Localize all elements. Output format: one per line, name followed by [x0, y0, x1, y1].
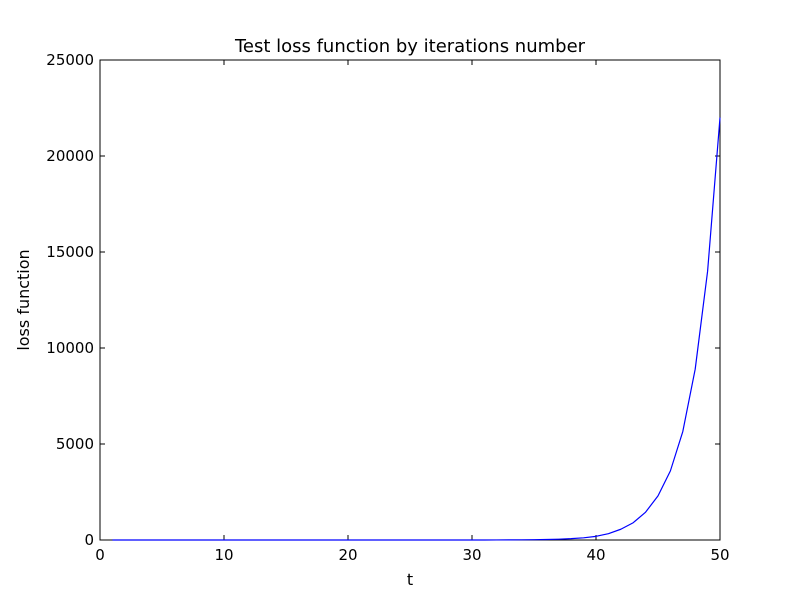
y-axis-ticks: 0 5000 10000 15000 20000 25000 [46, 51, 720, 549]
x-tick-label: 10 [214, 546, 233, 564]
y-tick-label: 20000 [46, 147, 94, 165]
x-tick-label: 0 [95, 546, 105, 564]
x-tick-label: 40 [586, 546, 605, 564]
x-tick-label: 50 [710, 546, 729, 564]
y-tick-label: 5000 [56, 435, 94, 453]
series-layer [112, 117, 721, 541]
series-line [112, 117, 721, 541]
y-tick-label: 15000 [46, 243, 94, 261]
x-axis-ticks: 0 10 20 30 40 50 [95, 60, 730, 564]
chart-title: Test loss function by iterations number [234, 36, 586, 57]
x-tick-label: 20 [338, 546, 357, 564]
y-axis-label: loss function [14, 249, 33, 350]
y-tick-label: 10000 [46, 339, 94, 357]
y-tick-label: 0 [84, 531, 94, 549]
x-axis-label: t [407, 570, 413, 589]
y-tick-label: 25000 [46, 51, 94, 69]
x-tick-label: 30 [462, 546, 481, 564]
plot-frame [99, 59, 721, 541]
